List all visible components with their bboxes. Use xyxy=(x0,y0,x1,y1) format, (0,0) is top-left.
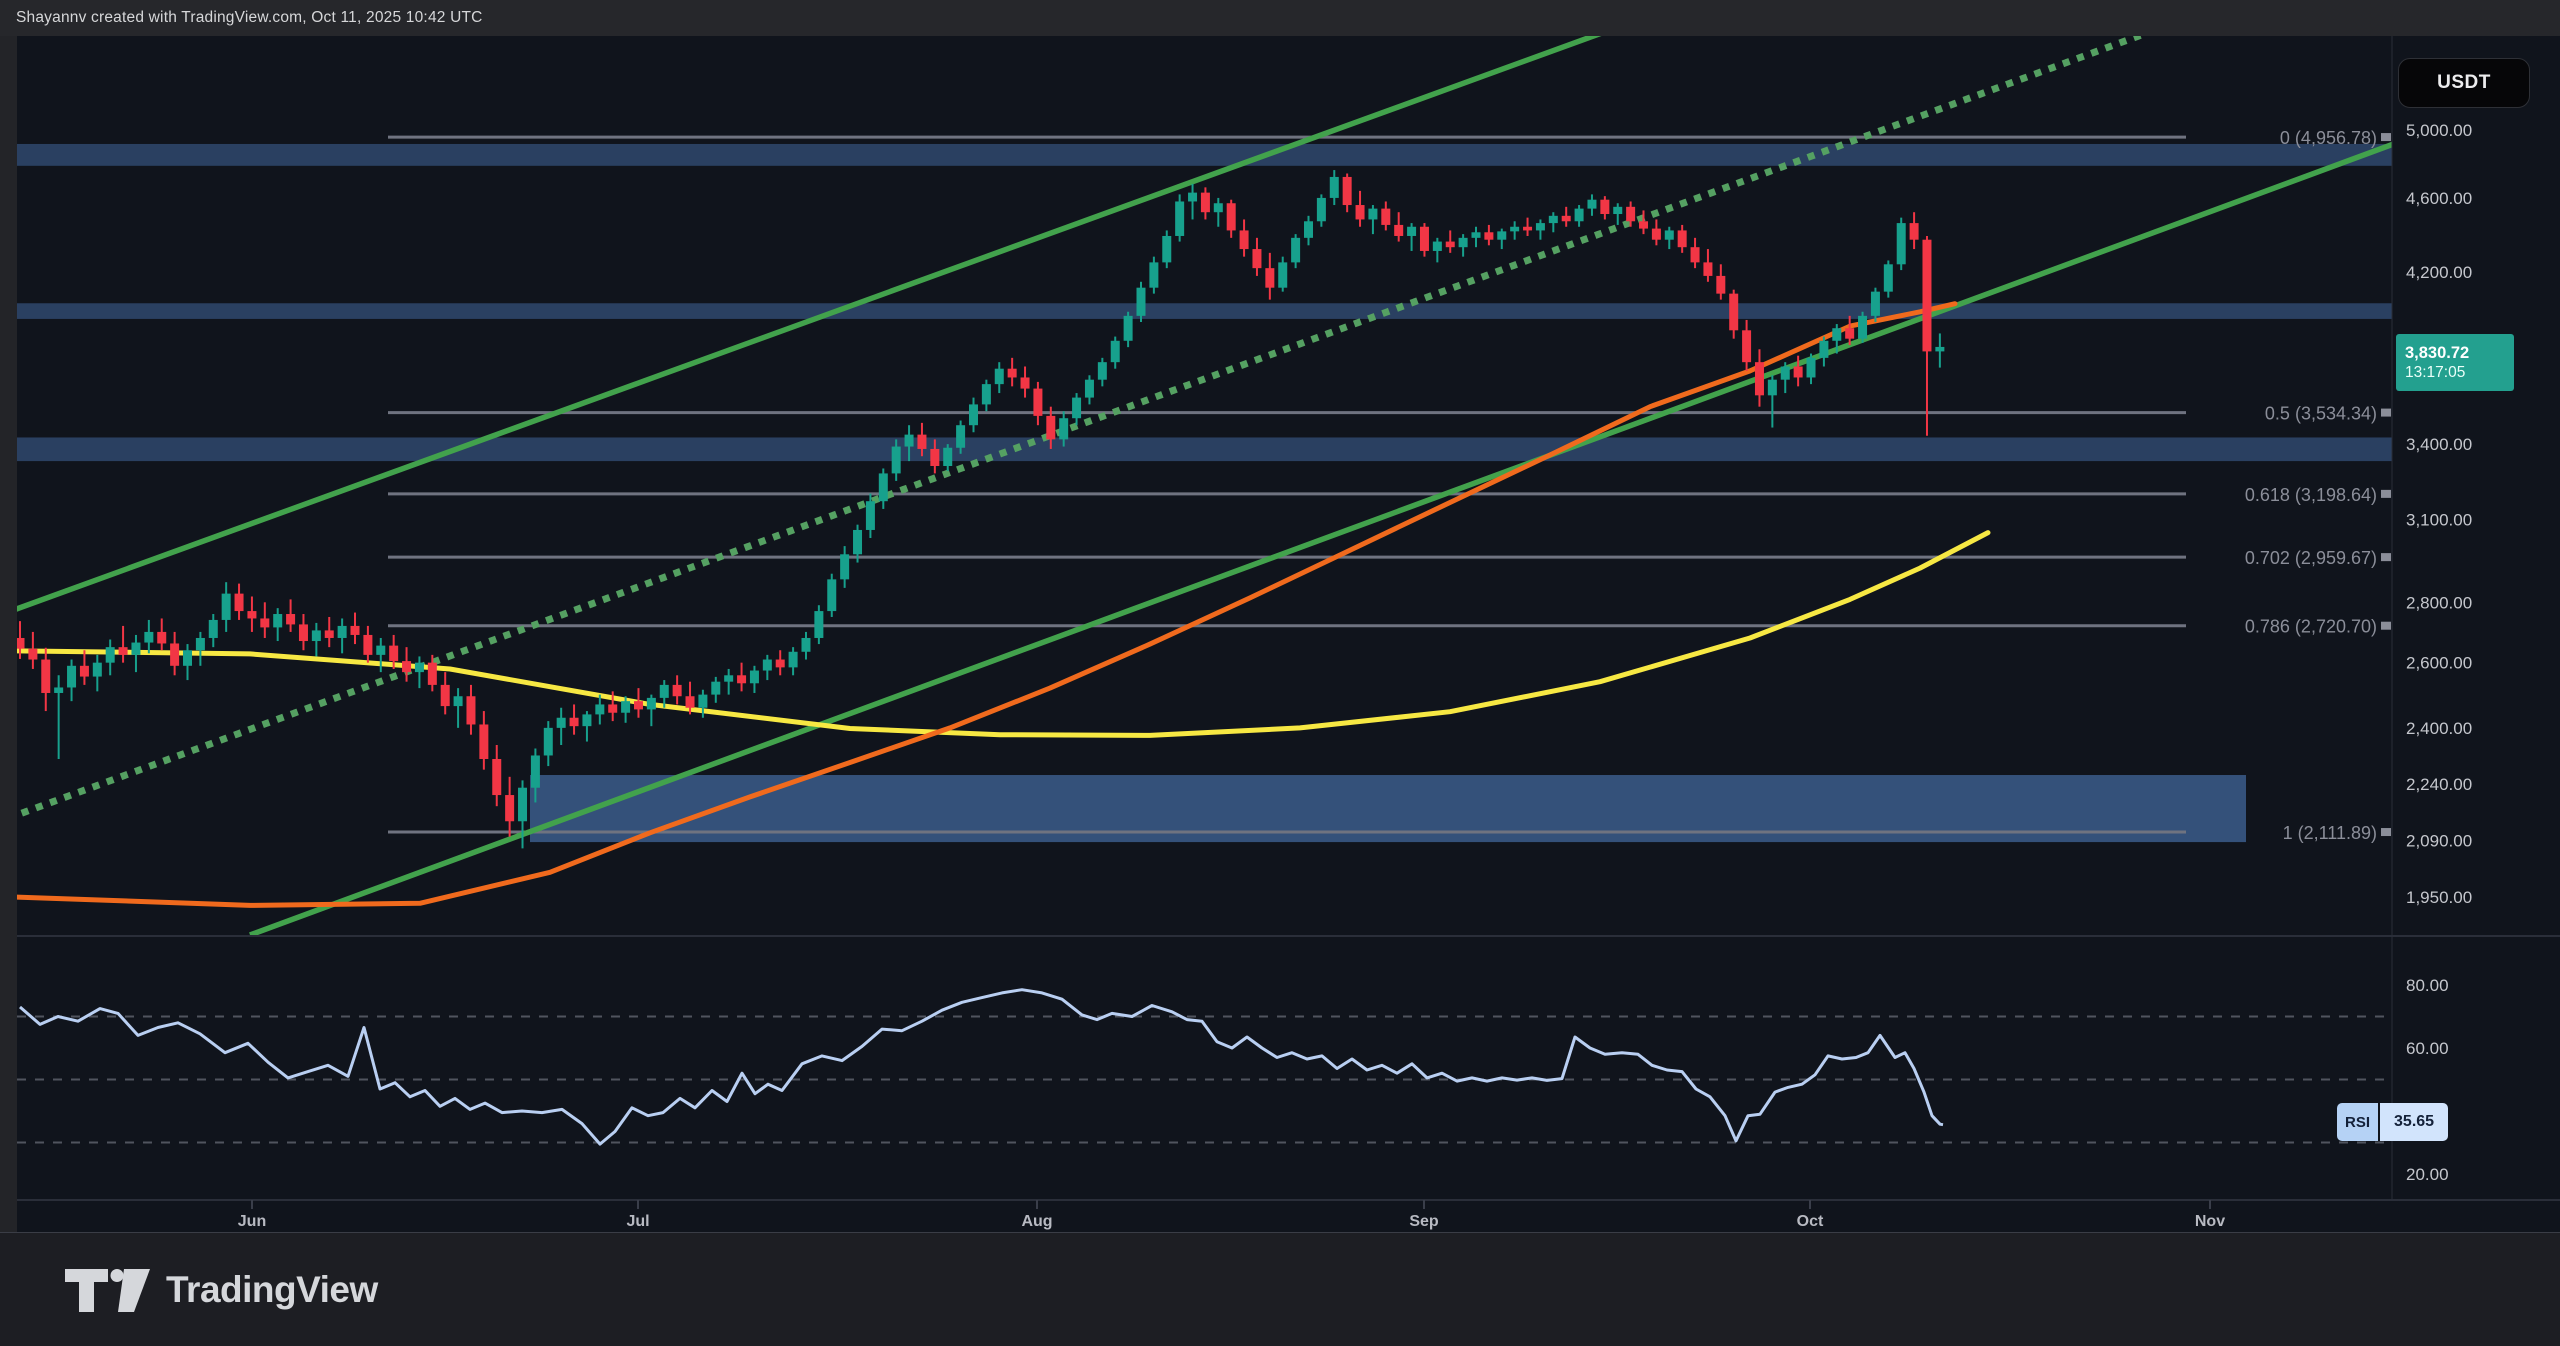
price-tick-2,090.00: 2,090.00 xyxy=(2406,832,2472,851)
month-label-Nov: Nov xyxy=(2195,1213,2225,1230)
tradingview-logo[interactable]: TradingView xyxy=(64,1266,378,1314)
trendline-channel-lower xyxy=(249,141,2392,936)
ma-line-MA-200 xyxy=(17,530,1991,738)
rsi-tick-20.00: 20.00 xyxy=(2406,1165,2449,1184)
month-label-Sep: Sep xyxy=(1409,1213,1439,1230)
symbol-badge[interactable]: USDT xyxy=(2398,58,2530,108)
fib-label-0: 0 (4,956.78) xyxy=(2280,128,2377,148)
left-gutter xyxy=(0,36,17,1232)
fib-label-0.5: 0.5 (3,534.34) xyxy=(2265,404,2377,424)
rsi-badge-label: RSI xyxy=(2337,1103,2381,1141)
rsi-tick-80.00: 80.00 xyxy=(2406,976,2449,995)
trendline-channel-upper xyxy=(17,36,1602,612)
rsi-badge: RSI 35.65 xyxy=(2337,1103,2449,1141)
last-price-badge: 3,830.72 13:17:05 xyxy=(2396,334,2514,391)
month-label-Aug: Aug xyxy=(1021,1213,1052,1230)
price-tick-3,400.00: 3,400.00 xyxy=(2406,435,2472,454)
rsi-badge-value: 35.65 xyxy=(2380,1103,2449,1141)
rsi-pane xyxy=(17,988,2392,1146)
attribution-text: Shayannv created with TradingView.com, O… xyxy=(16,9,483,26)
fib-label-0.702: 0.702 (2,959.67) xyxy=(2245,548,2377,568)
main-pane: 0 (4,956.78) 0.5 (3,534.34) 0.618 (3,198.6… xyxy=(17,36,2392,936)
price-tick-2,400.00: 2,400.00 xyxy=(2406,719,2472,738)
zone-resistance-4000 xyxy=(17,303,2392,319)
symbol-badge-label: USDT xyxy=(2437,72,2491,93)
fib-label-0.786: 0.786 (2,720.70) xyxy=(2245,617,2377,637)
month-label-Jul: Jul xyxy=(626,1213,649,1230)
candles-layer xyxy=(17,170,1945,849)
tradingview-logo-icon xyxy=(65,1268,150,1312)
price-tick-4,600.00: 4,600.00 xyxy=(2406,189,2472,208)
rsi-line xyxy=(19,988,1944,1146)
footer-bar: TradingView xyxy=(0,1232,2560,1346)
zone-support-3400 xyxy=(17,437,2392,462)
price-tick-1,950.00: 1,950.00 xyxy=(2406,888,2472,907)
price-tick-3,100.00: 3,100.00 xyxy=(2406,510,2472,529)
tradingview-logo-text: TradingView xyxy=(166,1268,378,1310)
trendline-channel-mid xyxy=(20,36,2149,817)
fib-label-1: 1 (2,111.89) xyxy=(2283,823,2377,843)
last-price-value: 3,830.72 xyxy=(2405,344,2470,362)
attribution-bar: Shayannv created with TradingView.com, O… xyxy=(0,0,2560,36)
price-tick-5,000.00: 5,000.00 xyxy=(2406,121,2472,140)
ma-line-MA-100 xyxy=(17,301,1958,908)
price-tick-2,600.00: 2,600.00 xyxy=(2406,654,2472,673)
fib-label-0.618: 0.618 (3,198.64) xyxy=(2245,485,2377,505)
zone-resistance-4900 xyxy=(17,143,2392,166)
price-tick-4,200.00: 4,200.00 xyxy=(2406,263,2472,282)
rsi-tick-60.00: 60.00 xyxy=(2406,1039,2449,1058)
price-tick-2,800.00: 2,800.00 xyxy=(2406,593,2472,612)
month-label-Oct: Oct xyxy=(1797,1213,1824,1230)
last-price-countdown: 13:17:05 xyxy=(2405,364,2466,381)
month-label-Jun: Jun xyxy=(238,1213,266,1230)
price-tick-2,240.00: 2,240.00 xyxy=(2406,775,2472,794)
